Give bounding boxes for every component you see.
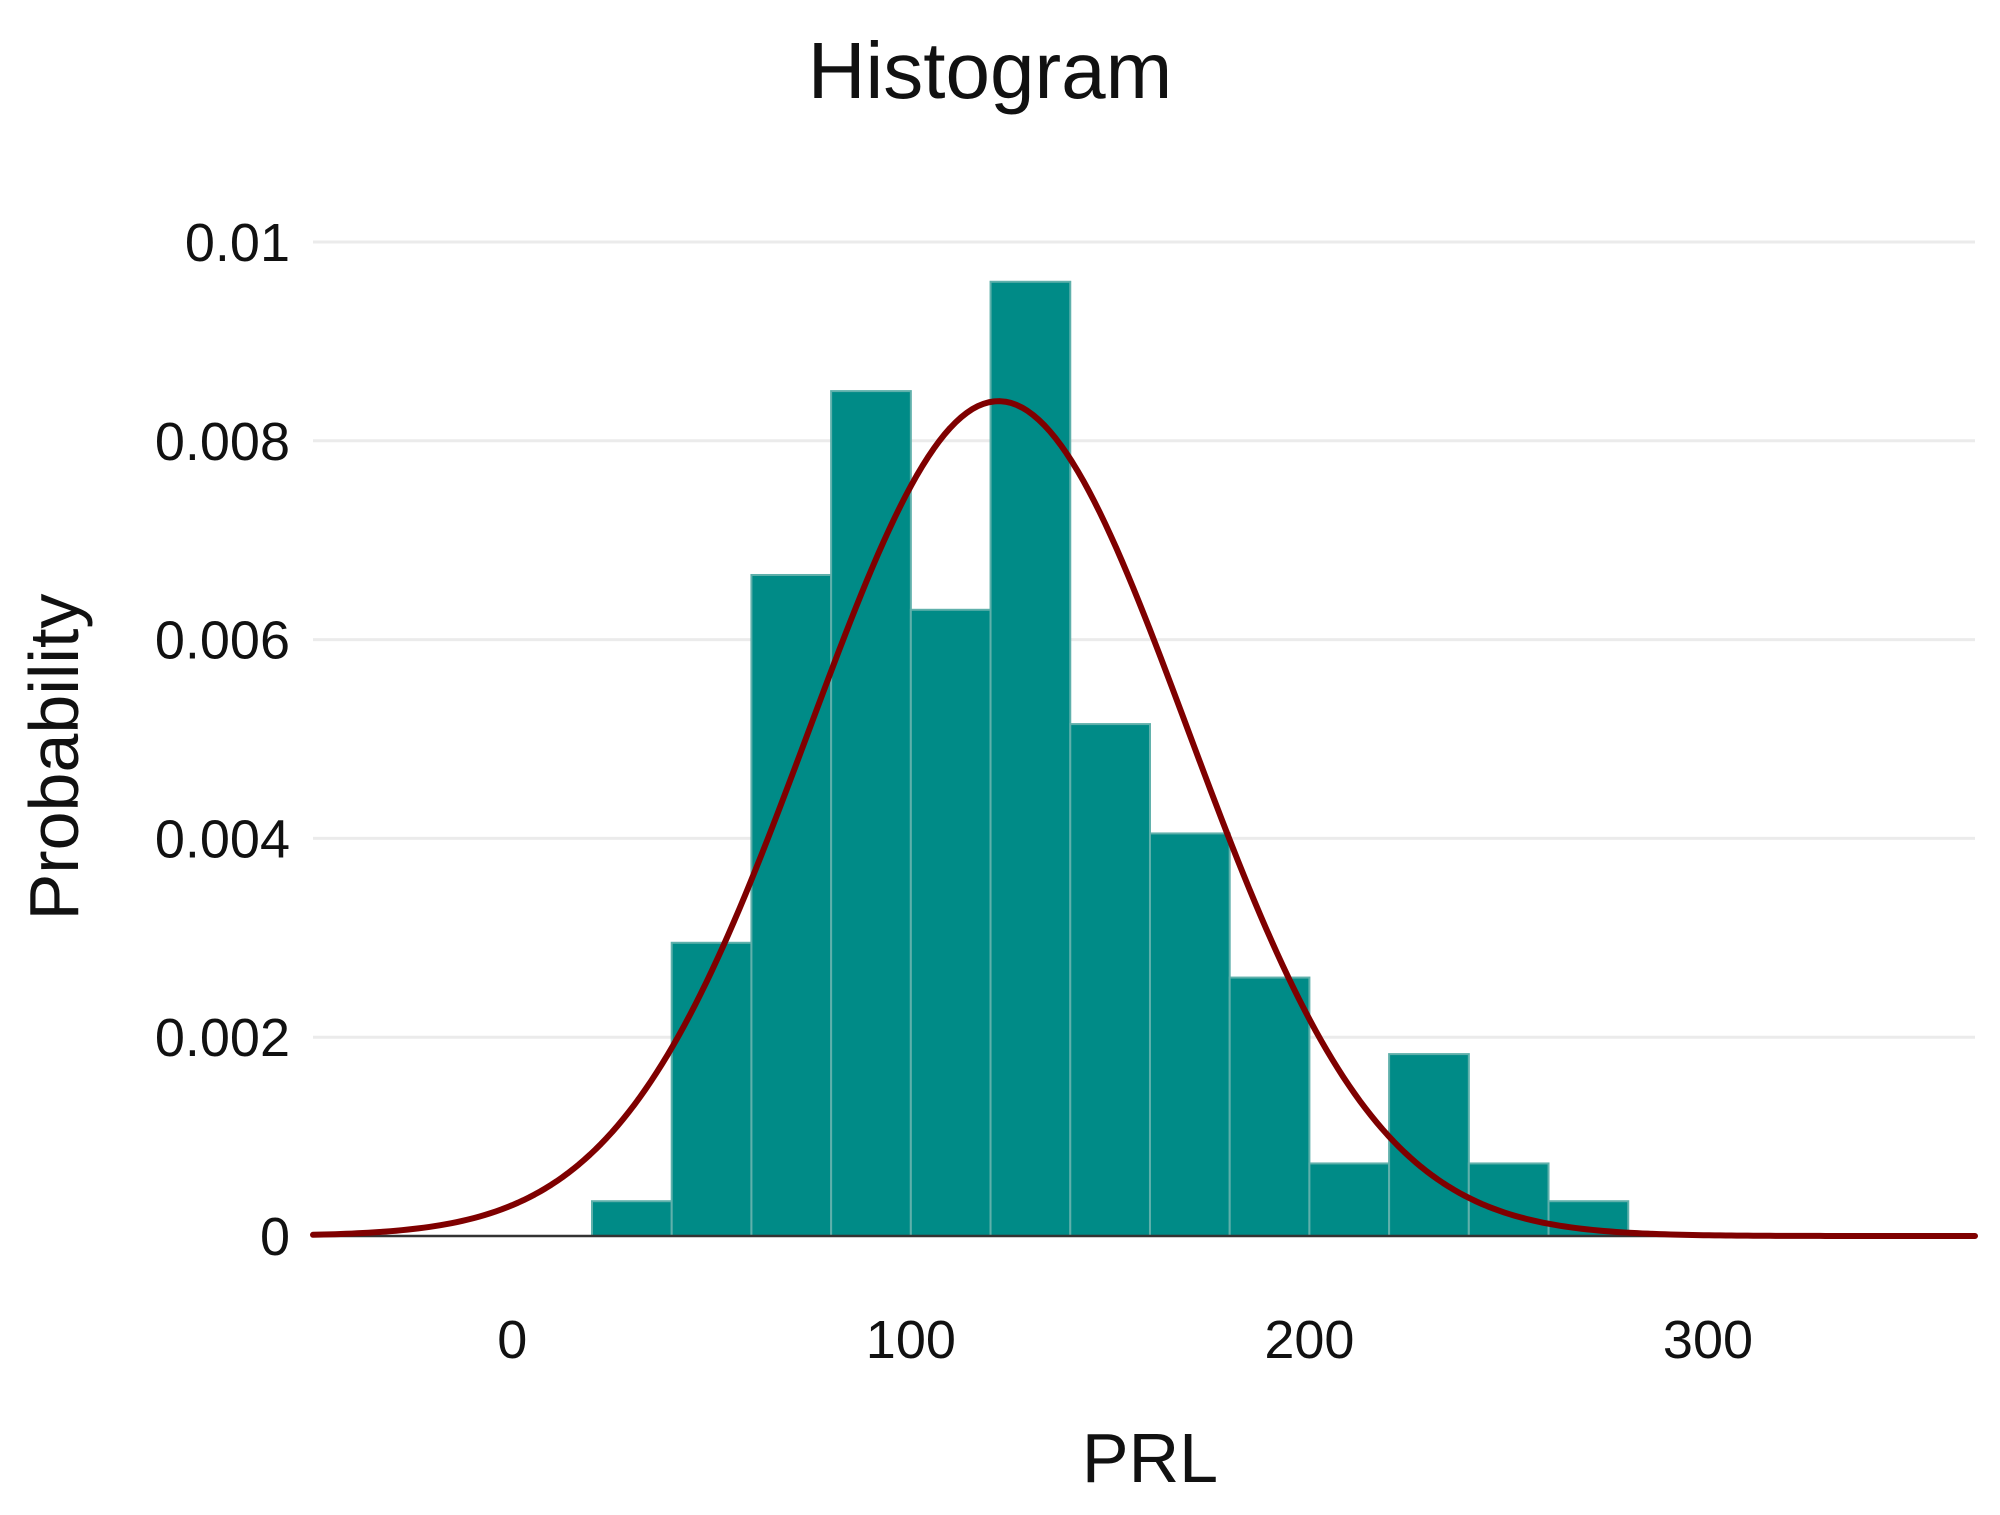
- y-axis-label: Probability: [15, 594, 93, 921]
- histogram-bar: [670, 941, 753, 1238]
- histogram-bar: [989, 280, 1072, 1237]
- y-tick-label: 0.002: [155, 1008, 290, 1068]
- grid-layer: [313, 240, 1975, 1039]
- histogram-bar: [750, 573, 833, 1237]
- x-tick-label: 100: [866, 1310, 956, 1370]
- bars-layer: [590, 280, 1630, 1238]
- y-tick-label: 0.008: [155, 412, 290, 472]
- chart-title: Histogram: [808, 26, 1173, 115]
- histogram-bar: [1467, 1162, 1550, 1237]
- y-tick-labels: 0 0.002 0.004 0.006 0.008 0.01: [155, 213, 290, 1267]
- y-tick-label: 0: [260, 1207, 290, 1267]
- x-tick-label: 300: [1663, 1310, 1753, 1370]
- histogram-bar: [909, 608, 992, 1237]
- histogram-bar: [1228, 976, 1311, 1237]
- histogram-bar: [1148, 832, 1231, 1237]
- x-tick-label: 0: [497, 1310, 527, 1370]
- histogram-bar: [1308, 1162, 1391, 1237]
- histogram-bar: [1388, 1053, 1470, 1238]
- x-tick-label: 200: [1264, 1310, 1354, 1370]
- y-tick-label: 0.01: [185, 213, 290, 273]
- histogram-bar: [590, 1200, 673, 1237]
- y-tick-label: 0.004: [155, 809, 290, 869]
- histogram-bar: [1069, 723, 1151, 1238]
- x-tick-labels: 0 100 200 300: [497, 1310, 1753, 1370]
- histogram-bar: [830, 390, 912, 1238]
- x-axis-label: PRL: [1082, 1419, 1218, 1497]
- density-curve: [310, 398, 1978, 1239]
- y-tick-label: 0.006: [155, 611, 290, 671]
